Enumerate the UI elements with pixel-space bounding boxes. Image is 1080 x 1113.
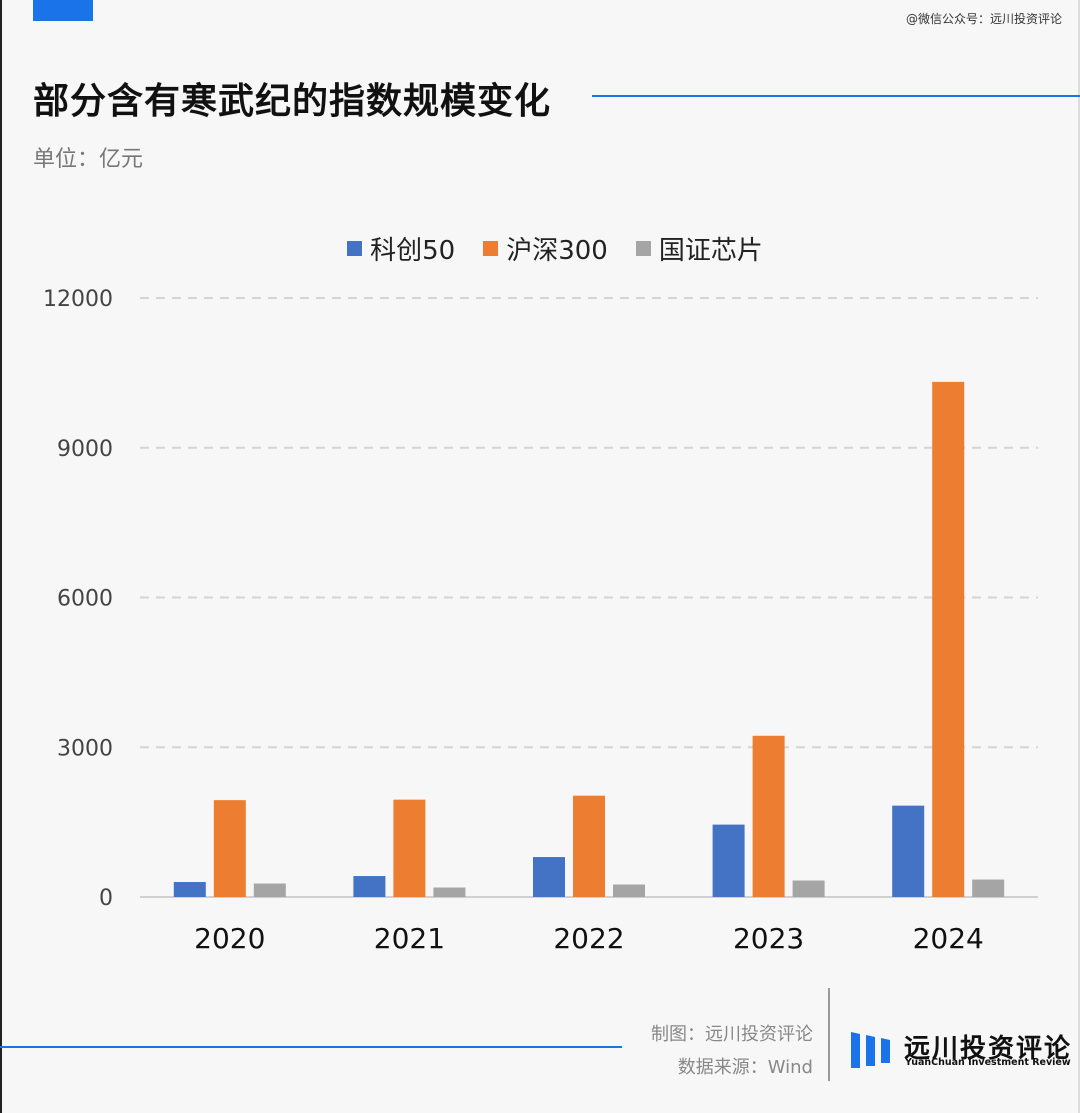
bar (892, 805, 925, 897)
brand-logo-icon (851, 1032, 890, 1068)
x-tick-label: 2022 (553, 922, 624, 955)
bar (393, 799, 426, 897)
x-tick-label: 2024 (913, 922, 984, 955)
watermark: @微信公众号：远川投资评论 (905, 12, 1062, 26)
x-tick-label: 2020 (194, 922, 265, 955)
bar (573, 795, 605, 897)
y-tick-label: 3000 (57, 736, 113, 761)
x-tick-label: 2023 (733, 922, 804, 955)
bar (253, 883, 286, 897)
legend-label: 国证芯片 (658, 236, 763, 266)
legend-label: 科创50 (370, 236, 456, 266)
legend-item-kechuang50: 科创50 (347, 230, 455, 267)
bar (173, 882, 206, 897)
title-accent-line (592, 95, 1080, 97)
bar-chart: 0 3000 6000 9000 12000 2020 2021 2022 2023 2024 (43, 287, 1038, 955)
x-tick-label: 2021 (374, 922, 445, 955)
bar (353, 876, 386, 897)
y-tick-label: 9000 (57, 437, 113, 462)
y-tick-label: 6000 (57, 587, 113, 612)
bar (433, 887, 466, 897)
legend-item-guozheng-chip: 国证芯片 (635, 230, 763, 267)
footer-accent-line (0, 1046, 622, 1048)
bar (792, 880, 825, 897)
legend-swatch (347, 241, 363, 256)
bar (533, 857, 565, 897)
chart-legend: 科创50 沪深300 国证芯片 (0, 230, 1080, 267)
frame-left-border (0, 0, 2, 1113)
chart-title: 部分含有寒武纪的指数规模变化 (33, 81, 552, 122)
credit-source: 数据来源：Wind (677, 1057, 813, 1078)
frame-right-border (1078, 0, 1080, 1113)
legend-label: 沪深300 (506, 236, 608, 266)
brand-name-en: YuanChuan Investment Review (905, 1057, 1071, 1068)
bar (932, 381, 965, 897)
credit-maker: 制图：远川投资评论 (651, 1024, 813, 1045)
footer-divider (828, 988, 830, 1081)
bar (712, 824, 745, 897)
credit-block: 制图：远川投资评论 数据来源：Wind (651, 1018, 813, 1084)
bar (752, 735, 785, 897)
bar (213, 800, 246, 897)
unit-label: 单位：亿元 (33, 147, 144, 172)
legend-swatch (483, 241, 499, 256)
brand-name: 远川投资评论 (904, 1034, 1073, 1064)
accent-block (33, 0, 93, 21)
y-tick-label: 12000 (43, 287, 113, 312)
legend-swatch (635, 241, 651, 256)
legend-item-hushen300: 沪深300 (483, 230, 608, 267)
y-tick-label: 0 (99, 886, 113, 911)
bar (972, 879, 1005, 897)
bar (613, 884, 645, 897)
